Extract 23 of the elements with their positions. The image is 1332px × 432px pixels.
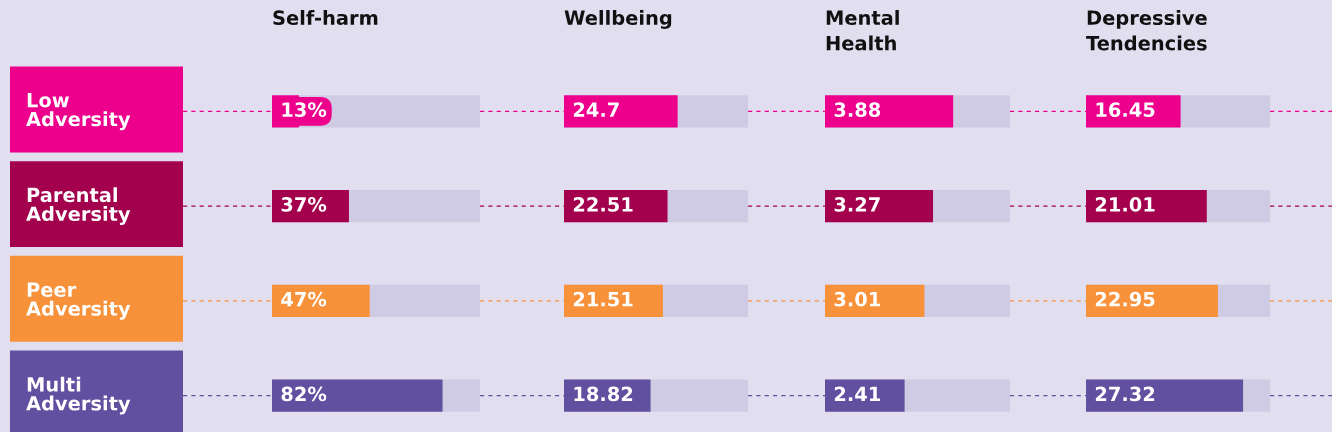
- data-label: 22.95: [1095, 291, 1155, 307]
- data-label: 21.01: [1095, 197, 1155, 212]
- data-label: 24.7: [573, 102, 619, 117]
- data-label: 21.51: [573, 291, 633, 307]
- data-label: 27.32: [1095, 386, 1155, 402]
- data-label: 22.51: [573, 197, 633, 212]
- chart-title: Self-harm: [273, 10, 378, 26]
- data-label: 3.27: [834, 197, 880, 212]
- data-label: 3.01: [834, 291, 880, 307]
- y-tick-label: Multi Adversity: [26, 376, 131, 415]
- chart-title: Mental Health: [826, 10, 899, 51]
- data-label: 18.82: [574, 386, 633, 402]
- y-tick-label: Peer Adversity: [26, 282, 131, 320]
- y-tick-label: Low Adversity: [26, 93, 131, 131]
- chart-title: Wellbeing: [564, 10, 672, 29]
- data-label: 82%: [281, 386, 327, 402]
- chart-title: Depressive Tendencies: [1086, 10, 1207, 51]
- data-label: 37%: [281, 197, 327, 212]
- data-label: 47%: [281, 291, 327, 307]
- data-label: 3.88: [834, 102, 881, 118]
- data-label: 2.41: [834, 386, 880, 401]
- data-label: 16.45: [1096, 102, 1155, 118]
- y-tick-label: Parental Adversity: [26, 187, 131, 226]
